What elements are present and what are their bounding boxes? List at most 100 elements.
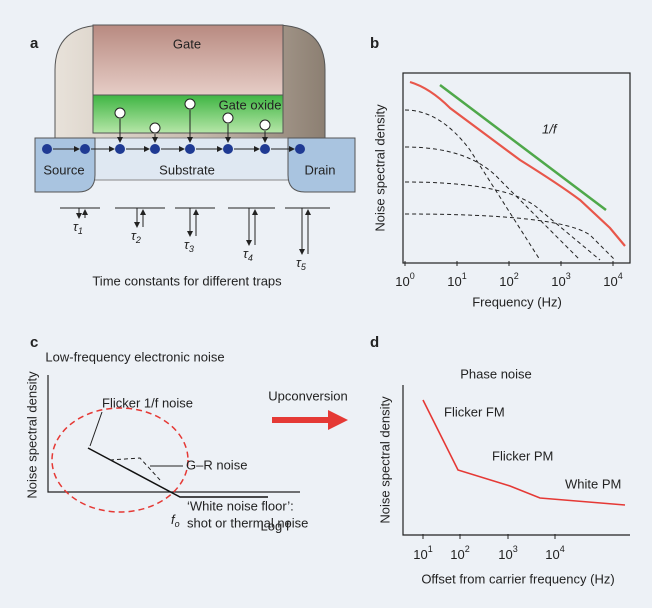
decoration [89, 411, 103, 447]
panel-label: a [30, 35, 39, 52]
electron [185, 144, 195, 154]
phase-curve [422, 399, 626, 506]
x-tick-label: 102 [450, 544, 469, 562]
gate [92, 24, 284, 96]
noise-curve [409, 80, 626, 247]
electron [80, 144, 90, 154]
y-label: Noise spectral density [377, 396, 392, 524]
electron [223, 144, 233, 154]
tau-symbol: τ [296, 255, 302, 270]
tick-exp: 2 [465, 544, 470, 554]
tick-exp: 1 [462, 271, 467, 281]
tau-label: τ4 [243, 246, 253, 263]
x-tick-label: 102 [499, 271, 518, 289]
tick-exp: 3 [566, 271, 571, 281]
decoration: 101 102 103 104 [413, 534, 565, 562]
electron [295, 144, 305, 154]
tau-symbol: τ [184, 237, 190, 252]
decoration [404, 109, 616, 261]
substrate-label: Substrate [159, 162, 215, 177]
decoration: f [171, 512, 176, 527]
floor-label: ‘White noise floor’: [187, 498, 294, 513]
fm-label: Flicker FM [444, 404, 505, 419]
title: Low-frequency electronic noise [45, 349, 224, 364]
decoration [402, 385, 630, 536]
tau-label: τ3 [184, 237, 194, 254]
x-label: Log f [261, 518, 290, 533]
decoration [109, 457, 161, 481]
trap [149, 122, 161, 134]
tick-base: 10 [447, 274, 461, 289]
tau-symbol: τ [73, 219, 79, 234]
white-label: White PM [565, 476, 621, 491]
tau-sub: 3 [189, 244, 194, 254]
gr-label: G–R noise [186, 457, 247, 472]
tick-exp: 4 [560, 544, 565, 554]
tick-base: 10 [603, 274, 617, 289]
annotation: 1/f [542, 121, 558, 136]
tick-exp: 1 [428, 544, 433, 554]
noise-line [87, 447, 268, 498]
tau-sub: 5 [301, 262, 307, 272]
floor-label: shot or thermal noise [187, 515, 308, 530]
title: Phase noise [460, 366, 532, 381]
x-label: Offset from carrier frequency (Hz) [421, 571, 614, 586]
tau-sub: 1 [78, 226, 83, 236]
tick-exp: 3 [513, 544, 518, 554]
tick-base: 10 [498, 547, 512, 562]
tick-exp: 4 [618, 271, 623, 281]
tick-base: 10 [450, 547, 464, 562]
electron [42, 144, 52, 154]
panel-label: c [30, 334, 38, 351]
y-label: Noise spectral density [372, 104, 387, 232]
decoration: 100 101 102 103 104 [395, 261, 623, 289]
electron [150, 144, 160, 154]
ellipse [51, 407, 189, 513]
drain-label: Drain [304, 162, 335, 177]
arrow-head [328, 410, 348, 430]
decoration: o [175, 519, 180, 529]
electron [115, 144, 125, 154]
tick-base: 10 [545, 547, 559, 562]
trap [222, 112, 234, 124]
x-label: Frequency (Hz) [472, 294, 562, 309]
tick-base: 10 [395, 274, 409, 289]
tau-label: τ1 [73, 219, 83, 236]
x-tick-label: 101 [447, 271, 466, 289]
tick-exp: 2 [514, 271, 519, 281]
tau-label: τ2 [131, 228, 141, 245]
tick-exp: 0 [410, 271, 415, 281]
x-tick-label: 104 [545, 544, 564, 562]
x-tick-label: 103 [551, 271, 570, 289]
source-label: Source [43, 162, 84, 177]
arrow-label: Upconversion [268, 388, 348, 403]
trap [114, 107, 126, 119]
corner: fo [171, 512, 180, 529]
electrons [42, 98, 305, 154]
one-over-f-line [439, 84, 607, 211]
trap [184, 98, 196, 110]
x-tick-label: 100 [395, 271, 414, 289]
x-tick-label: 101 [413, 544, 432, 562]
tau-sub: 2 [135, 235, 141, 245]
pm-label: Flicker PM [492, 448, 553, 463]
time-constants: τ1 τ2 τ3 τ4 τ5 [60, 207, 330, 272]
tick-base: 10 [413, 547, 427, 562]
panel-label: b [370, 35, 379, 52]
trap [259, 119, 271, 131]
tau-label: τ5 [296, 255, 307, 272]
electron [260, 144, 270, 154]
panel-label: d [370, 334, 379, 351]
x-tick-label: 104 [603, 271, 622, 289]
oxide-label: Gate oxide [219, 97, 282, 112]
tick-base: 10 [551, 274, 565, 289]
caption: Time constants for different traps [92, 273, 282, 288]
flicker-label: Flicker 1/f noise [102, 395, 193, 410]
axes [402, 72, 631, 264]
tau-symbol: τ [131, 228, 137, 243]
tick-base: 10 [499, 274, 513, 289]
tau-symbol: τ [243, 246, 249, 261]
gate-label: Gate [173, 36, 201, 51]
drain [287, 137, 356, 193]
